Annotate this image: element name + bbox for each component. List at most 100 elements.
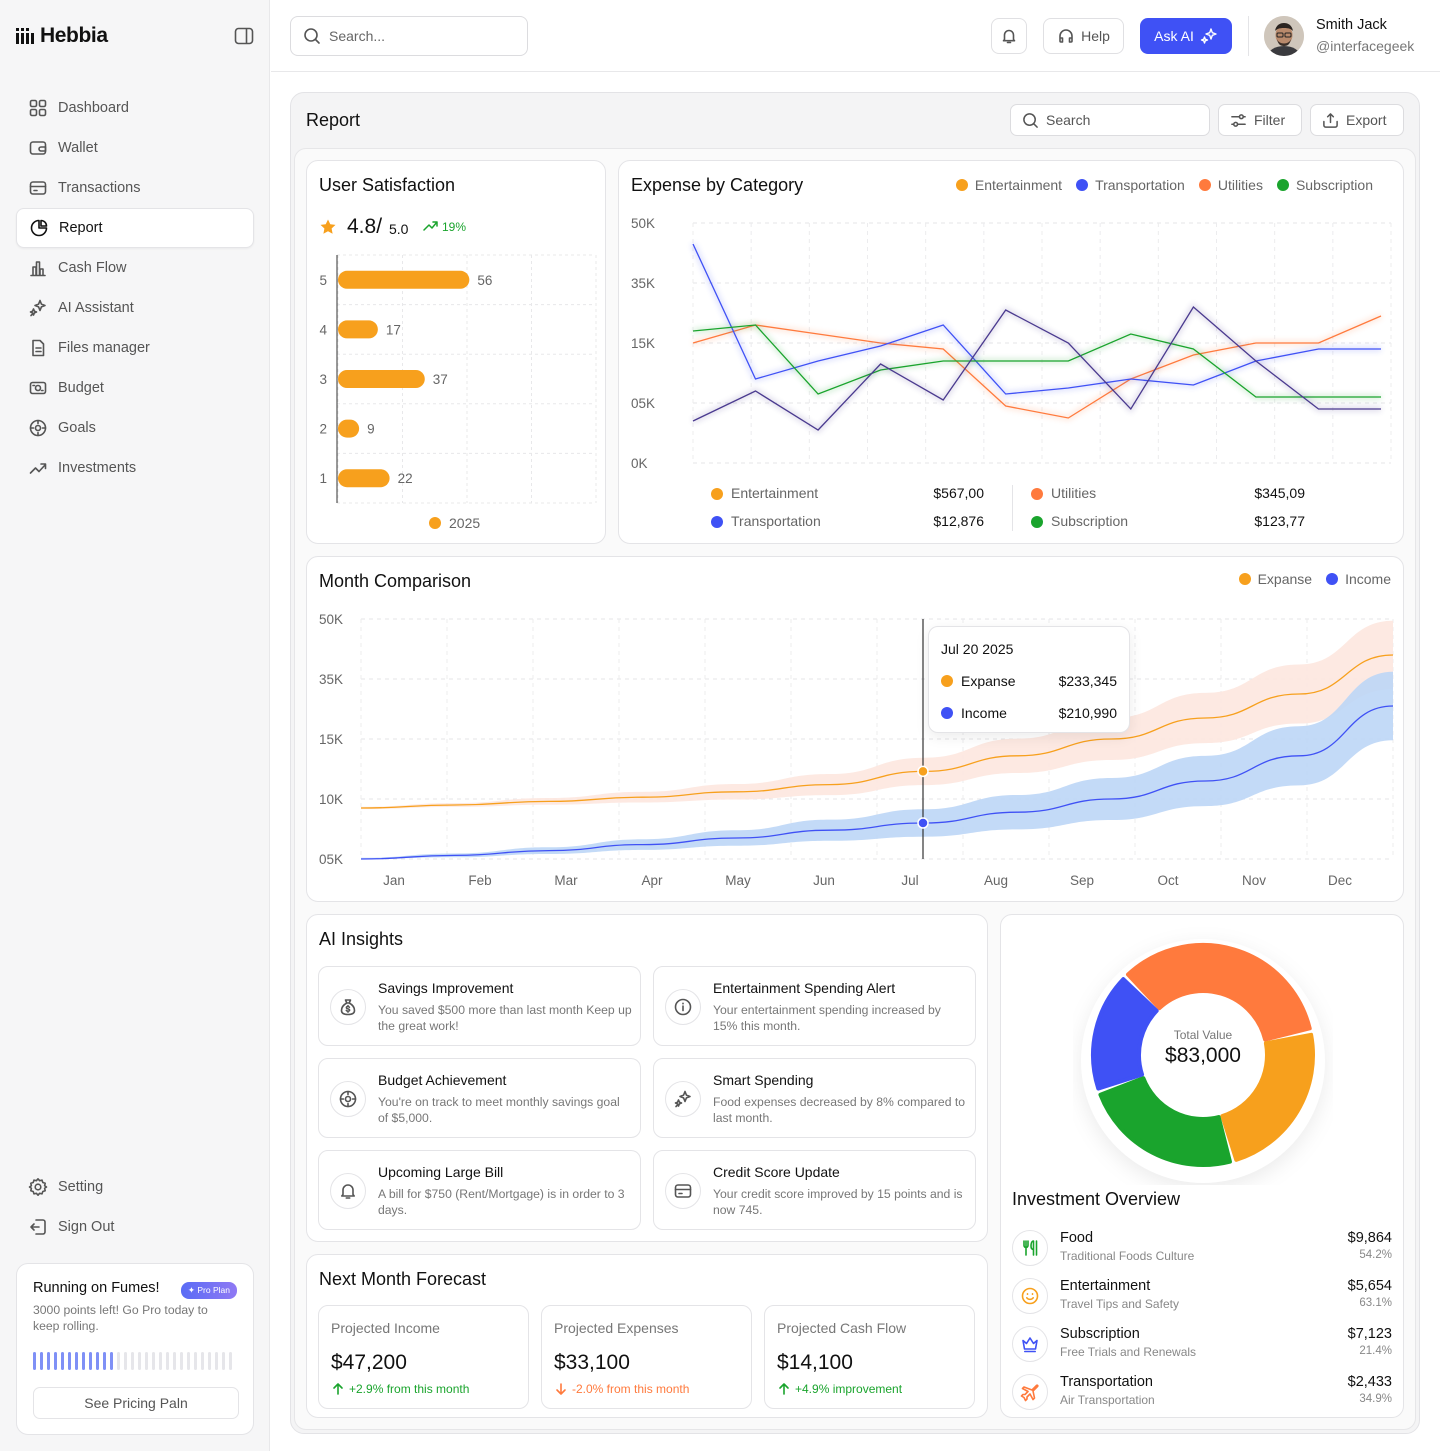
y-tick-label: 05K: [319, 852, 343, 867]
bar-rating-1: [338, 469, 390, 488]
insight-credit-score-update[interactable]: Credit Score Update Your credit score imp…: [653, 1150, 976, 1230]
insight-budget-achievement[interactable]: Budget Achievement You're on track to mee…: [318, 1058, 641, 1138]
sidebar-item-label: Budget: [58, 380, 104, 396]
budget-icon: [29, 381, 47, 395]
investment-row-entertainment[interactable]: Entertainment Travel Tips and Safety $5,65…: [1012, 1276, 1392, 1316]
donut-slice-orange[interactable]: [1126, 943, 1312, 1042]
sidebar-item-report[interactable]: Report: [16, 208, 254, 248]
pro-plan-badge: ✦ Pro Plan: [180, 1282, 237, 1299]
insight-title: Credit Score Update: [713, 1164, 840, 1180]
help-label: Help: [1081, 28, 1110, 44]
sidebar-item-budget[interactable]: Budget: [16, 368, 254, 408]
sidebar-item-label: Dashboard: [58, 100, 129, 116]
search-icon: [304, 28, 320, 44]
legend-item-income[interactable]: Income: [1326, 571, 1391, 587]
legend-item-subscription[interactable]: Subscription: [1276, 177, 1373, 193]
forecast-label: Projected Cash Flow: [777, 1320, 907, 1336]
sidebar-item-cash-flow[interactable]: Cash Flow: [16, 248, 254, 288]
legend-item-transportation[interactable]: Transportation: [1076, 177, 1185, 193]
gear-icon: [28, 1178, 48, 1196]
bar-rating-4: [338, 320, 378, 339]
investment-name: Entertainment: [1060, 1278, 1151, 1294]
wallet-icon: [29, 141, 47, 155]
investment-amount: $2,433: [1347, 1374, 1392, 1390]
sidebar-item-wallet[interactable]: Wallet: [16, 128, 254, 168]
arrow-up-icon: [779, 1383, 789, 1395]
global-search-input[interactable]: Search...: [290, 16, 528, 56]
insight-icon-wrap: [665, 1081, 701, 1117]
selected-point-expanse[interactable]: [917, 765, 929, 778]
help-button[interactable]: Help: [1043, 18, 1124, 54]
legend-item-utilities[interactable]: Utilities: [1198, 177, 1263, 193]
money-bag-icon: [340, 999, 356, 1016]
confidence-band-income: [361, 671, 1393, 859]
sidebar-item-transactions[interactable]: Transactions: [16, 168, 254, 208]
progress-segment: [40, 1352, 43, 1370]
brand-logo[interactable]: Hebbia: [16, 24, 108, 48]
investment-amount: $7,123: [1347, 1326, 1392, 1342]
sidebar-toggle-icon[interactable]: [234, 27, 254, 45]
sidebar-item-setting[interactable]: Setting: [16, 1167, 254, 1207]
insight-desc: Food expenses decreased by 8% compared t…: [713, 1095, 966, 1125]
legend-label: Utilities: [1217, 177, 1263, 193]
progress-segment: [61, 1352, 64, 1370]
sidebar-item-investments[interactable]: Investments: [16, 448, 254, 488]
avatar[interactable]: [1264, 16, 1304, 56]
export-button[interactable]: Export: [1310, 104, 1404, 136]
insight-entertainment-spending-alert[interactable]: Entertainment Spending Alert Your enterta…: [653, 966, 976, 1046]
progress-segment: [208, 1352, 211, 1370]
sidebar-item-ai-assistant[interactable]: AI Assistant: [16, 288, 254, 328]
insight-icon-wrap: [330, 1173, 366, 1209]
donut-slice-blue[interactable]: [1091, 977, 1159, 1091]
see-pricing-button[interactable]: See Pricing Paln: [33, 1387, 239, 1419]
target-icon: [29, 419, 47, 437]
progress-segment: [201, 1352, 204, 1370]
bar-rating-3: [338, 370, 425, 388]
investment-row-food[interactable]: Food Traditional Foods Culture $9,864 54.2%: [1012, 1228, 1392, 1268]
export-icon: [1323, 112, 1338, 128]
y-tick-label: 50K: [631, 216, 655, 231]
y-tick-label: 35K: [631, 276, 655, 291]
legend-item-expanse[interactable]: Expanse: [1238, 571, 1312, 587]
bar-value-label: 37: [433, 372, 448, 387]
x-tick-label-apr: Apr: [641, 873, 663, 888]
series-line-utilities: [692, 324, 1381, 398]
selected-point-income[interactable]: [917, 817, 929, 829]
insight-smart-spending[interactable]: Smart Spending Food expenses decreased by…: [653, 1058, 976, 1138]
avatar-image: [1264, 16, 1304, 56]
y-tick-label: 2: [319, 422, 327, 437]
report-search-input[interactable]: Search: [1010, 104, 1210, 136]
y-tick-label: 35K: [319, 672, 343, 687]
investment-sub: Air Transportation: [1060, 1393, 1155, 1407]
forecast-change: -2.0% from this month: [554, 1382, 689, 1396]
forecast-projected-expenses: Projected Expenses $33,100 -2.0% from this…: [541, 1305, 752, 1409]
donut-slice-amber[interactable]: [1220, 1032, 1315, 1162]
summary-dot: [1031, 488, 1043, 500]
legend-label: Transportation: [1095, 177, 1185, 193]
search-placeholder: Search...: [329, 28, 386, 44]
progress-segment: [229, 1352, 232, 1370]
sidebar-item-files-manager[interactable]: Files manager: [16, 328, 254, 368]
legend-dot: [1326, 573, 1339, 585]
insight-icon-wrap: [330, 989, 366, 1025]
investment-amount: $5,654: [1347, 1278, 1392, 1294]
investment-row-subscription[interactable]: Subscription Free Trials and Renewals $7,1…: [1012, 1324, 1392, 1364]
insight-upcoming-large-bill[interactable]: Upcoming Large Bill A bill for $750 (Rent…: [318, 1150, 641, 1230]
insight-desc: Your entertainment spending increased by…: [713, 1003, 941, 1033]
sidebar-item-signout[interactable]: Sign Out: [16, 1207, 254, 1247]
notifications-button[interactable]: [991, 18, 1027, 54]
bar-value-label: 17: [386, 322, 401, 337]
legend-item-entertainment[interactable]: Entertainment: [955, 177, 1062, 193]
satisfaction-change: 19%: [442, 220, 467, 234]
insight-savings-improvement[interactable]: Savings Improvement You saved $500 more t…: [318, 966, 641, 1046]
investment-row-transportation[interactable]: Transportation Air Transportation $2,433 34…: [1012, 1372, 1392, 1412]
investment-sub: Free Trials and Renewals: [1060, 1345, 1197, 1359]
legend-label-2025: 2025: [449, 515, 481, 531]
ask-ai-button[interactable]: Ask AI: [1140, 18, 1232, 54]
filter-button[interactable]: Filter: [1218, 104, 1302, 136]
sidebar-item-goals[interactable]: Goals: [16, 408, 254, 448]
progress-segment: [89, 1352, 92, 1370]
sidebar-item-dashboard[interactable]: Dashboard: [16, 88, 254, 128]
donut-slice-green[interactable]: [1098, 1076, 1232, 1167]
sparkle-icon: [29, 299, 46, 317]
